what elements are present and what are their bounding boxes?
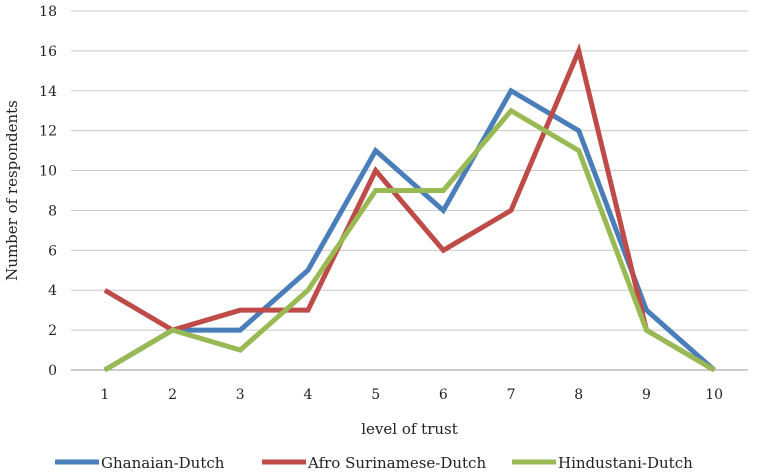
series-line-2 (103, 42, 716, 373)
series-lines (103, 42, 716, 373)
y-tick-label: 2 (48, 323, 57, 339)
series-line-3 (103, 107, 716, 373)
gridlines (71, 10, 748, 331)
series-line-1 (103, 87, 716, 373)
y-tick-label: 14 (39, 84, 57, 100)
y-tick-label: 8 (48, 203, 57, 219)
y-tick-label: 6 (48, 243, 57, 259)
y-tick-label: 0 (48, 363, 57, 379)
legend-label: Hindustani-Dutch (558, 454, 693, 472)
x-tick-label: 7 (507, 387, 516, 403)
legend-label: Afro Surinamese-Dutch (307, 454, 486, 472)
y-tick-label: 18 (39, 4, 57, 20)
legend: Ghanaian-Dutch Afro Surinamese-Dutch Hindu… (55, 454, 693, 472)
y-axis-title: Number of respondents (3, 100, 21, 281)
y-tick-label: 12 (39, 124, 57, 140)
x-tick-label: 10 (705, 387, 723, 403)
x-tick-label: 4 (303, 387, 312, 403)
y-tick-label: 10 (39, 164, 57, 180)
x-tick-label: 5 (371, 387, 380, 403)
x-tick-label: 3 (236, 387, 245, 403)
legend-label: Ghanaian-Dutch (101, 454, 225, 472)
x-tick-label: 2 (168, 387, 177, 403)
y-axis-ticks: 0 2 4 6 8 10 12 14 16 18 (39, 4, 57, 379)
x-tick-label: 8 (574, 387, 583, 403)
x-tick-label: 6 (439, 387, 448, 403)
y-tick-label: 16 (39, 44, 57, 60)
x-tick-label: 1 (100, 387, 109, 403)
x-axis-ticks: 1 2 3 4 5 6 7 8 9 10 (100, 387, 723, 403)
y-tick-label: 4 (48, 283, 57, 299)
x-axis-title: level of trust (361, 420, 458, 438)
x-tick-label: 9 (642, 387, 651, 403)
